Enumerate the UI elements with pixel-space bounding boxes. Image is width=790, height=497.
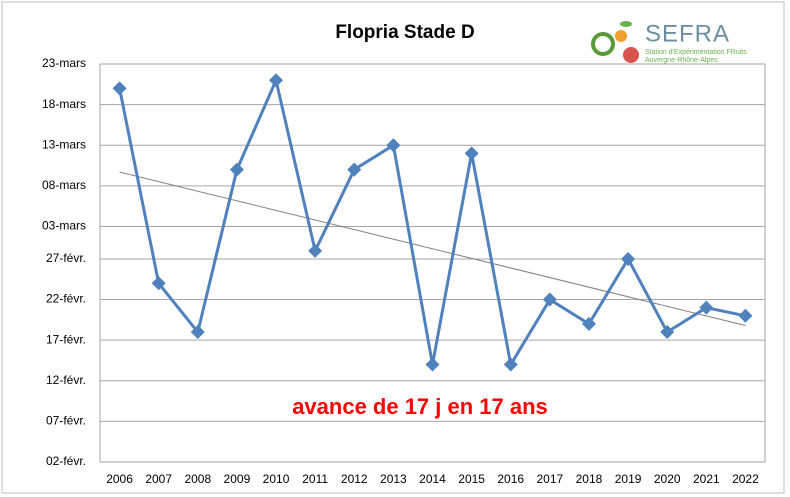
x-tick-label: 2007 xyxy=(145,472,172,486)
x-tick-label: 2009 xyxy=(224,472,251,486)
y-tick-label: 23-mars xyxy=(42,56,86,70)
y-tick-label: 22-févr. xyxy=(46,292,86,306)
marker xyxy=(542,292,557,307)
x-tick-label: 2016 xyxy=(497,472,524,486)
y-tick-label: 13-mars xyxy=(42,137,86,151)
y-tick-label: 27-févr. xyxy=(46,251,86,265)
marker xyxy=(229,162,244,177)
y-tick-label: 18-mars xyxy=(42,97,86,111)
x-tick-label: 2011 xyxy=(302,472,328,486)
logo-dot xyxy=(615,30,627,42)
logo-leaf xyxy=(620,21,632,27)
x-tick-label: 2018 xyxy=(576,472,603,486)
x-tick-label: 2013 xyxy=(380,472,407,486)
marker xyxy=(112,81,127,96)
logo-ring xyxy=(591,32,615,56)
y-tick-label: 02-févr. xyxy=(46,454,86,468)
y-tick-label: 03-mars xyxy=(42,219,86,233)
marker xyxy=(269,73,284,88)
logo-name: SEFRA xyxy=(645,20,730,47)
y-tick-label: 08-mars xyxy=(42,178,86,192)
y-tick-label: 12-févr. xyxy=(46,373,86,387)
marker xyxy=(386,138,401,153)
chart-title: Flopria Stade D xyxy=(335,22,474,43)
logo-line: Auvergne-Rhône-Alpes xyxy=(645,57,718,64)
x-tick-label: 2008 xyxy=(184,472,211,486)
x-tick-label: 2012 xyxy=(341,472,368,486)
y-tick-label: 17-févr. xyxy=(46,332,86,346)
logo-line: Station d'Expérimentation FRuits xyxy=(645,49,747,56)
x-tick-label: 2021 xyxy=(693,472,720,486)
marker xyxy=(699,300,714,315)
annotation: avance de 17 j en 17 ans xyxy=(292,394,548,419)
marker xyxy=(190,325,205,340)
marker xyxy=(347,162,362,177)
x-tick-label: 2010 xyxy=(263,472,290,486)
marker xyxy=(464,146,479,161)
y-tick-label: 07-févr. xyxy=(46,414,86,428)
marker xyxy=(308,243,323,258)
trendline xyxy=(119,171,746,327)
marker xyxy=(621,251,636,266)
x-tick-label: 2019 xyxy=(615,472,642,486)
x-tick-label: 2015 xyxy=(458,472,485,486)
x-tick-label: 2017 xyxy=(537,472,564,486)
x-tick-label: 2020 xyxy=(654,472,681,486)
marker xyxy=(151,276,166,291)
logo-dot xyxy=(623,47,639,63)
marker xyxy=(425,357,440,372)
x-tick-label: 2022 xyxy=(732,472,759,486)
x-tick-label: 2006 xyxy=(106,472,133,486)
x-tick-label: 2014 xyxy=(419,472,446,486)
marker xyxy=(738,308,753,323)
logo: SEFRA Station d'Expérimentation FRuits A… xyxy=(591,20,747,64)
marker xyxy=(581,316,596,331)
marker xyxy=(503,357,518,372)
marker xyxy=(660,325,675,340)
